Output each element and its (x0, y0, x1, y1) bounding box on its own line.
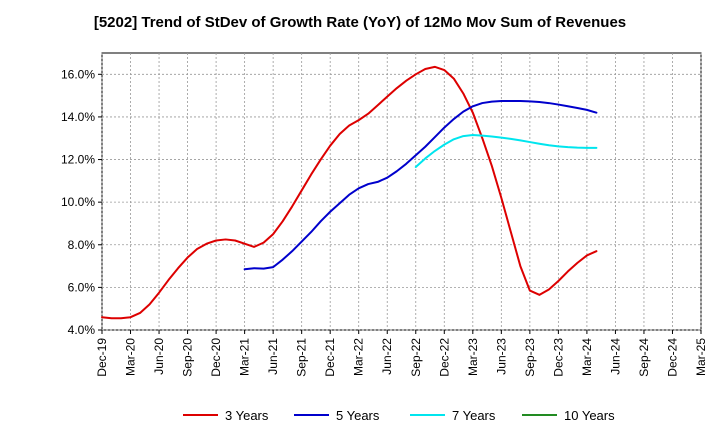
y-tick-label: 8.0% (68, 238, 96, 252)
x-tick-label: Mar-25 (694, 338, 708, 376)
x-tick-label: Mar-22 (352, 338, 366, 376)
legend: 3 Years 5 Years 7 Years 10 Years (183, 408, 615, 423)
x-tick-label: Jun-24 (608, 338, 622, 375)
x-tick-label: Dec-24 (665, 338, 679, 377)
series-line-3-years (101, 65, 598, 320)
legend-label-5-years: 5 Years (336, 408, 380, 423)
x-axis-ticks: Dec-19 Mar-20 Jun-20 Sep-20 Dec-20 Mar-21 Jun-… (95, 330, 708, 377)
series-line-7-years (414, 134, 598, 168)
x-tick-label: Dec-19 (95, 338, 109, 377)
y-axis-ticks: 4.0% 6.0% 8.0% 10.0% 12.0% 14.0% 16.0% (61, 67, 102, 337)
x-tick-label: Jun-20 (152, 338, 166, 375)
x-tick-label: Sep-20 (181, 338, 195, 377)
y-tick-label: 14.0% (61, 110, 95, 124)
x-tick-label: Jun-21 (266, 338, 280, 375)
chart-title: [5202] Trend of StDev of Growth Rate (Yo… (93, 14, 627, 31)
x-tick-label: Sep-21 (295, 338, 309, 377)
series-lines (101, 65, 598, 320)
x-tick-label: Mar-20 (124, 338, 138, 376)
legend-label-10-years: 10 Years (564, 408, 615, 423)
y-tick-label: 10.0% (61, 195, 95, 209)
x-tick-label: Jun-22 (380, 338, 394, 375)
x-tick-label: Sep-24 (637, 338, 651, 377)
legend-label-3-years: 3 Years (225, 408, 269, 423)
x-tick-label: Mar-24 (580, 338, 594, 376)
y-tick-label: 4.0% (68, 323, 96, 337)
y-tick-label: 12.0% (61, 153, 95, 167)
x-tick-label: Dec-20 (209, 338, 223, 377)
x-tick-label: Dec-21 (323, 338, 337, 377)
x-tick-label: Mar-23 (466, 338, 480, 376)
x-tick-label: Jun-23 (494, 338, 508, 375)
x-tick-label: Sep-23 (523, 338, 537, 377)
x-tick-label: Mar-21 (238, 338, 252, 376)
y-tick-label: 6.0% (68, 280, 96, 294)
plot-area (101, 52, 702, 331)
legend-label-7-years: 7 Years (452, 408, 496, 423)
x-tick-label: Dec-23 (551, 338, 565, 377)
x-tick-label: Sep-22 (409, 338, 423, 377)
y-tick-label: 16.0% (61, 67, 95, 81)
x-tick-label: Dec-22 (437, 338, 451, 377)
series-line-5-years (243, 99, 598, 271)
